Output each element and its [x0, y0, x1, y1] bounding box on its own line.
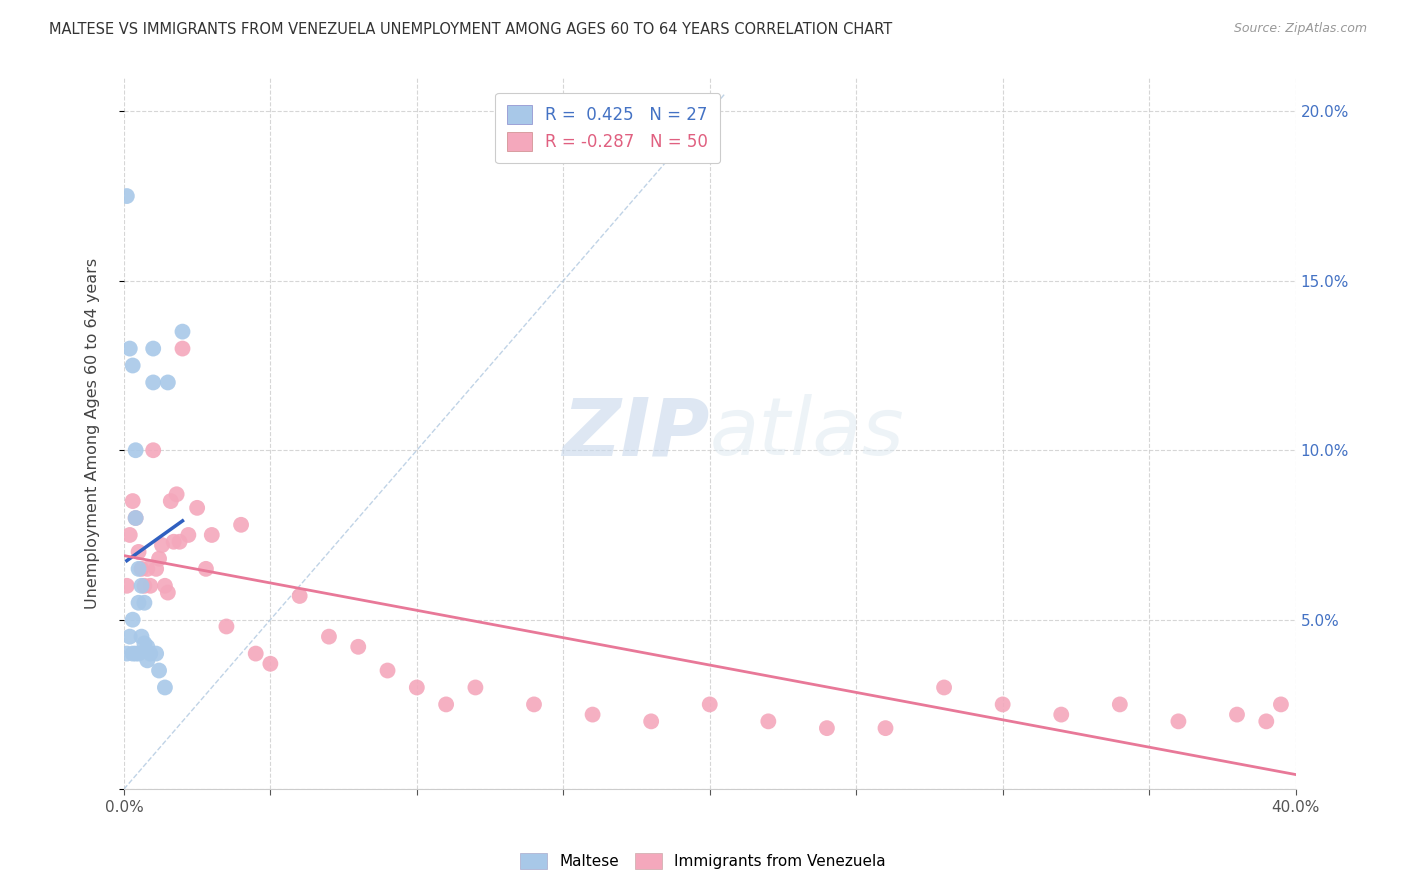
Point	[163, 534, 186, 549]
Point	[699, 698, 721, 712]
Point	[756, 714, 779, 729]
Point	[172, 325, 194, 339]
Point	[136, 562, 159, 576]
Point	[142, 376, 165, 390]
Point	[118, 342, 141, 356]
Point	[1167, 714, 1189, 729]
Legend: R =  0.425   N = 27, R = -0.287   N = 50: R = 0.425 N = 27, R = -0.287 N = 50	[495, 93, 720, 163]
Point	[124, 647, 146, 661]
Point	[875, 721, 897, 735]
Point	[153, 681, 176, 695]
Point	[128, 562, 150, 576]
Point	[1050, 707, 1073, 722]
Point	[142, 443, 165, 458]
Point	[1270, 698, 1292, 712]
Point	[215, 619, 238, 633]
Point	[377, 664, 399, 678]
Point	[259, 657, 281, 671]
Point	[153, 579, 176, 593]
Point	[115, 579, 138, 593]
Point	[124, 511, 146, 525]
Point	[1108, 698, 1130, 712]
Point	[131, 562, 153, 576]
Point	[991, 698, 1014, 712]
Point	[145, 562, 167, 576]
Point	[145, 647, 167, 661]
Point	[121, 494, 143, 508]
Text: ZIP: ZIP	[562, 394, 710, 472]
Point	[139, 579, 162, 593]
Point	[318, 630, 340, 644]
Point	[166, 487, 188, 501]
Point	[121, 613, 143, 627]
Point	[172, 342, 194, 356]
Point	[128, 596, 150, 610]
Point	[118, 630, 141, 644]
Text: MALTESE VS IMMIGRANTS FROM VENEZUELA UNEMPLOYMENT AMONG AGES 60 TO 64 YEARS CORR: MALTESE VS IMMIGRANTS FROM VENEZUELA UNE…	[49, 22, 893, 37]
Point	[815, 721, 838, 735]
Point	[245, 647, 267, 661]
Point	[405, 681, 427, 695]
Point	[148, 551, 170, 566]
Point	[134, 596, 156, 610]
Point	[128, 545, 150, 559]
Point	[131, 630, 153, 644]
Point	[136, 640, 159, 654]
Y-axis label: Unemployment Among Ages 60 to 64 years: Unemployment Among Ages 60 to 64 years	[86, 258, 100, 609]
Point	[932, 681, 955, 695]
Point	[121, 647, 143, 661]
Point	[156, 376, 179, 390]
Point	[136, 653, 159, 667]
Point	[177, 528, 200, 542]
Point	[142, 342, 165, 356]
Text: Source: ZipAtlas.com: Source: ZipAtlas.com	[1233, 22, 1367, 36]
Point	[523, 698, 546, 712]
Point	[1256, 714, 1278, 729]
Point	[121, 359, 143, 373]
Point	[128, 647, 150, 661]
Point	[131, 579, 153, 593]
Point	[434, 698, 457, 712]
Point	[156, 585, 179, 599]
Point	[1226, 707, 1249, 722]
Point	[118, 528, 141, 542]
Point	[194, 562, 217, 576]
Point	[464, 681, 486, 695]
Point	[124, 511, 146, 525]
Point	[169, 534, 191, 549]
Point	[115, 647, 138, 661]
Point	[288, 589, 311, 603]
Point	[139, 647, 162, 661]
Point	[150, 538, 173, 552]
Point	[229, 517, 252, 532]
Point	[124, 443, 146, 458]
Point	[640, 714, 662, 729]
Point	[347, 640, 370, 654]
Legend: Maltese, Immigrants from Venezuela: Maltese, Immigrants from Venezuela	[513, 847, 893, 875]
Point	[148, 664, 170, 678]
Point	[201, 528, 224, 542]
Point	[134, 579, 156, 593]
Point	[115, 189, 138, 203]
Point	[186, 500, 208, 515]
Point	[134, 636, 156, 650]
Text: atlas: atlas	[710, 394, 904, 472]
Point	[159, 494, 181, 508]
Point	[581, 707, 603, 722]
